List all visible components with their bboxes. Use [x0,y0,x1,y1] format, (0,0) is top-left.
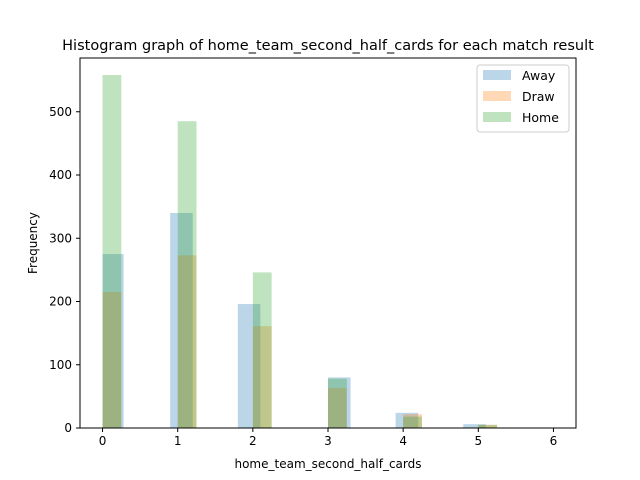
x-tick-label-4: 4 [399,434,407,448]
bar-draw-0 [102,292,122,428]
x-tick-label-0: 0 [99,434,107,448]
legend-swatch-away [483,70,511,80]
bar-away-4 [395,412,419,428]
x-axis-ticks: 0 1 2 3 4 5 6 [99,428,558,448]
legend-items: Away Draw Home [483,68,559,125]
legend-swatch-draw [483,91,511,101]
y-tick-label-4: 400 [49,168,72,182]
legend: Away Draw Home [476,64,570,133]
x-tick-label-2: 2 [249,434,257,448]
legend-swatch-home [483,112,511,122]
legend-label-away: Away [522,68,556,83]
bar-away-0 [102,254,124,428]
bar-home-1 [177,121,197,428]
y-tick-label-0: 0 [64,421,72,435]
chart-title: Histogram graph of home_team_second_half… [62,38,594,54]
bar-draw-3 [328,388,347,428]
bars-layer [102,75,498,429]
bar-home-3 [328,378,347,428]
y-tick-label-1: 100 [49,358,72,372]
legend-label-home: Home [522,110,559,125]
bar-home-5 [478,424,498,428]
bar-away-1 [170,212,193,428]
x-tick-label-1: 1 [174,434,182,448]
x-tick-label-5: 5 [474,434,482,448]
bar-draw-4 [403,414,422,428]
bar-away-2 [237,304,261,428]
bar-draw-2 [252,326,272,428]
y-tick-label-2: 200 [49,295,72,309]
y-tick-label-5: 500 [49,105,72,119]
x-tick-label-6: 6 [550,434,558,448]
bar-home-2 [252,272,272,428]
y-axis-label: Frequency [26,212,40,274]
x-tick-label-3: 3 [324,434,332,448]
bar-away-5 [463,424,486,428]
y-tick-label-3: 300 [49,231,72,245]
x-axis-label: home_team_second_half_cards [234,457,421,471]
legend-label-draw: Draw [522,89,555,104]
bar-draw-1 [177,255,197,428]
bar-away-3 [328,377,351,428]
y-axis-ticks: 0 100 200 300 400 500 [49,105,80,435]
legend-box [476,64,570,133]
bar-home-4 [403,416,422,428]
bar-draw-5 [478,424,498,428]
bar-home-0 [102,75,122,429]
